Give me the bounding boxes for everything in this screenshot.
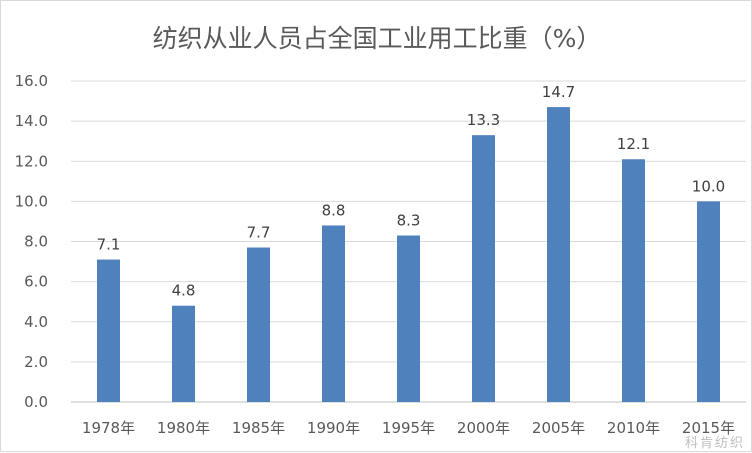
data-label: 8.3 (397, 211, 421, 229)
x-tick-label: 1978年 (82, 419, 135, 437)
data-label: 14.7 (542, 83, 575, 101)
x-tick-label: 1990年 (307, 419, 360, 437)
bar (97, 259, 120, 402)
y-tick-label: 4.0 (24, 313, 48, 331)
data-label: 7.1 (97, 236, 121, 254)
x-tick-label: 2015年 (682, 419, 735, 437)
bar (547, 107, 570, 403)
bars (97, 107, 720, 403)
y-tick-label: 8.0 (24, 233, 48, 251)
x-tick-label: 1980年 (157, 419, 210, 437)
bar (397, 235, 420, 402)
y-tick-label: 2.0 (24, 353, 48, 371)
x-tick-label: 1995年 (382, 419, 435, 437)
bar (697, 201, 720, 402)
bar (322, 225, 345, 402)
bar (472, 135, 495, 402)
data-label: 7.7 (247, 224, 271, 242)
x-tick-label: 2000年 (457, 419, 510, 437)
data-label: 13.3 (467, 111, 500, 129)
x-tick-label: 2005年 (532, 419, 585, 437)
data-labels: 7.1 4.8 7.7 8.8 8.3 13.3 14.7 12.1 10.0 (97, 83, 726, 300)
y-tick-label: 16.0 (15, 72, 48, 90)
data-label: 12.1 (617, 135, 650, 153)
y-tick-label: 14.0 (15, 112, 48, 130)
y-axis-ticks: 0.0 2.0 4.0 6.0 8.0 10.0 12.0 14.0 16.0 (15, 72, 48, 411)
y-tick-label: 10.0 (15, 192, 48, 210)
chart-title: 纺织从业人员占全国工业用工比重（%） (153, 24, 602, 53)
bar (622, 159, 645, 402)
y-tick-label: 0.0 (24, 393, 48, 411)
x-tick-label: 2010年 (607, 419, 660, 437)
watermark: 科肯纺织 (685, 436, 745, 451)
x-axis-ticks: 1978年 1980年 1985年 1990年 1995年 2000年 2005年 2010年… (82, 419, 735, 437)
bar (247, 247, 270, 402)
y-tick-label: 12.0 (15, 152, 48, 170)
x-tick-label: 1985年 (232, 419, 285, 437)
data-label: 10.0 (692, 177, 725, 195)
y-tick-label: 6.0 (24, 273, 48, 291)
data-label: 4.8 (172, 282, 196, 300)
bar (172, 305, 195, 402)
data-label: 8.8 (322, 201, 346, 219)
